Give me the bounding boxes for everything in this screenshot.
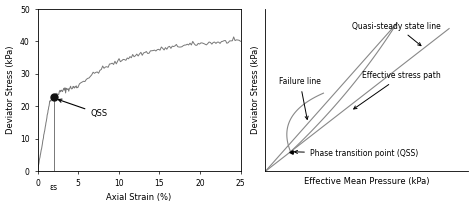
Text: QSS: QSS: [58, 99, 108, 118]
Text: Effective stress path: Effective stress path: [354, 71, 441, 109]
Text: εs: εs: [50, 183, 58, 192]
Text: Failure line: Failure line: [279, 77, 321, 119]
X-axis label: Axial Strain (%): Axial Strain (%): [106, 193, 172, 202]
Text: Phase transition point (QSS): Phase transition point (QSS): [294, 149, 418, 158]
Y-axis label: Deviator Stress (kPa): Deviator Stress (kPa): [251, 46, 260, 134]
X-axis label: Effective Mean Pressure (kPa): Effective Mean Pressure (kPa): [304, 177, 430, 186]
Y-axis label: Deviator Stress (kPa): Deviator Stress (kPa): [6, 46, 15, 134]
Text: Quasi-steady state line: Quasi-steady state line: [353, 22, 441, 46]
